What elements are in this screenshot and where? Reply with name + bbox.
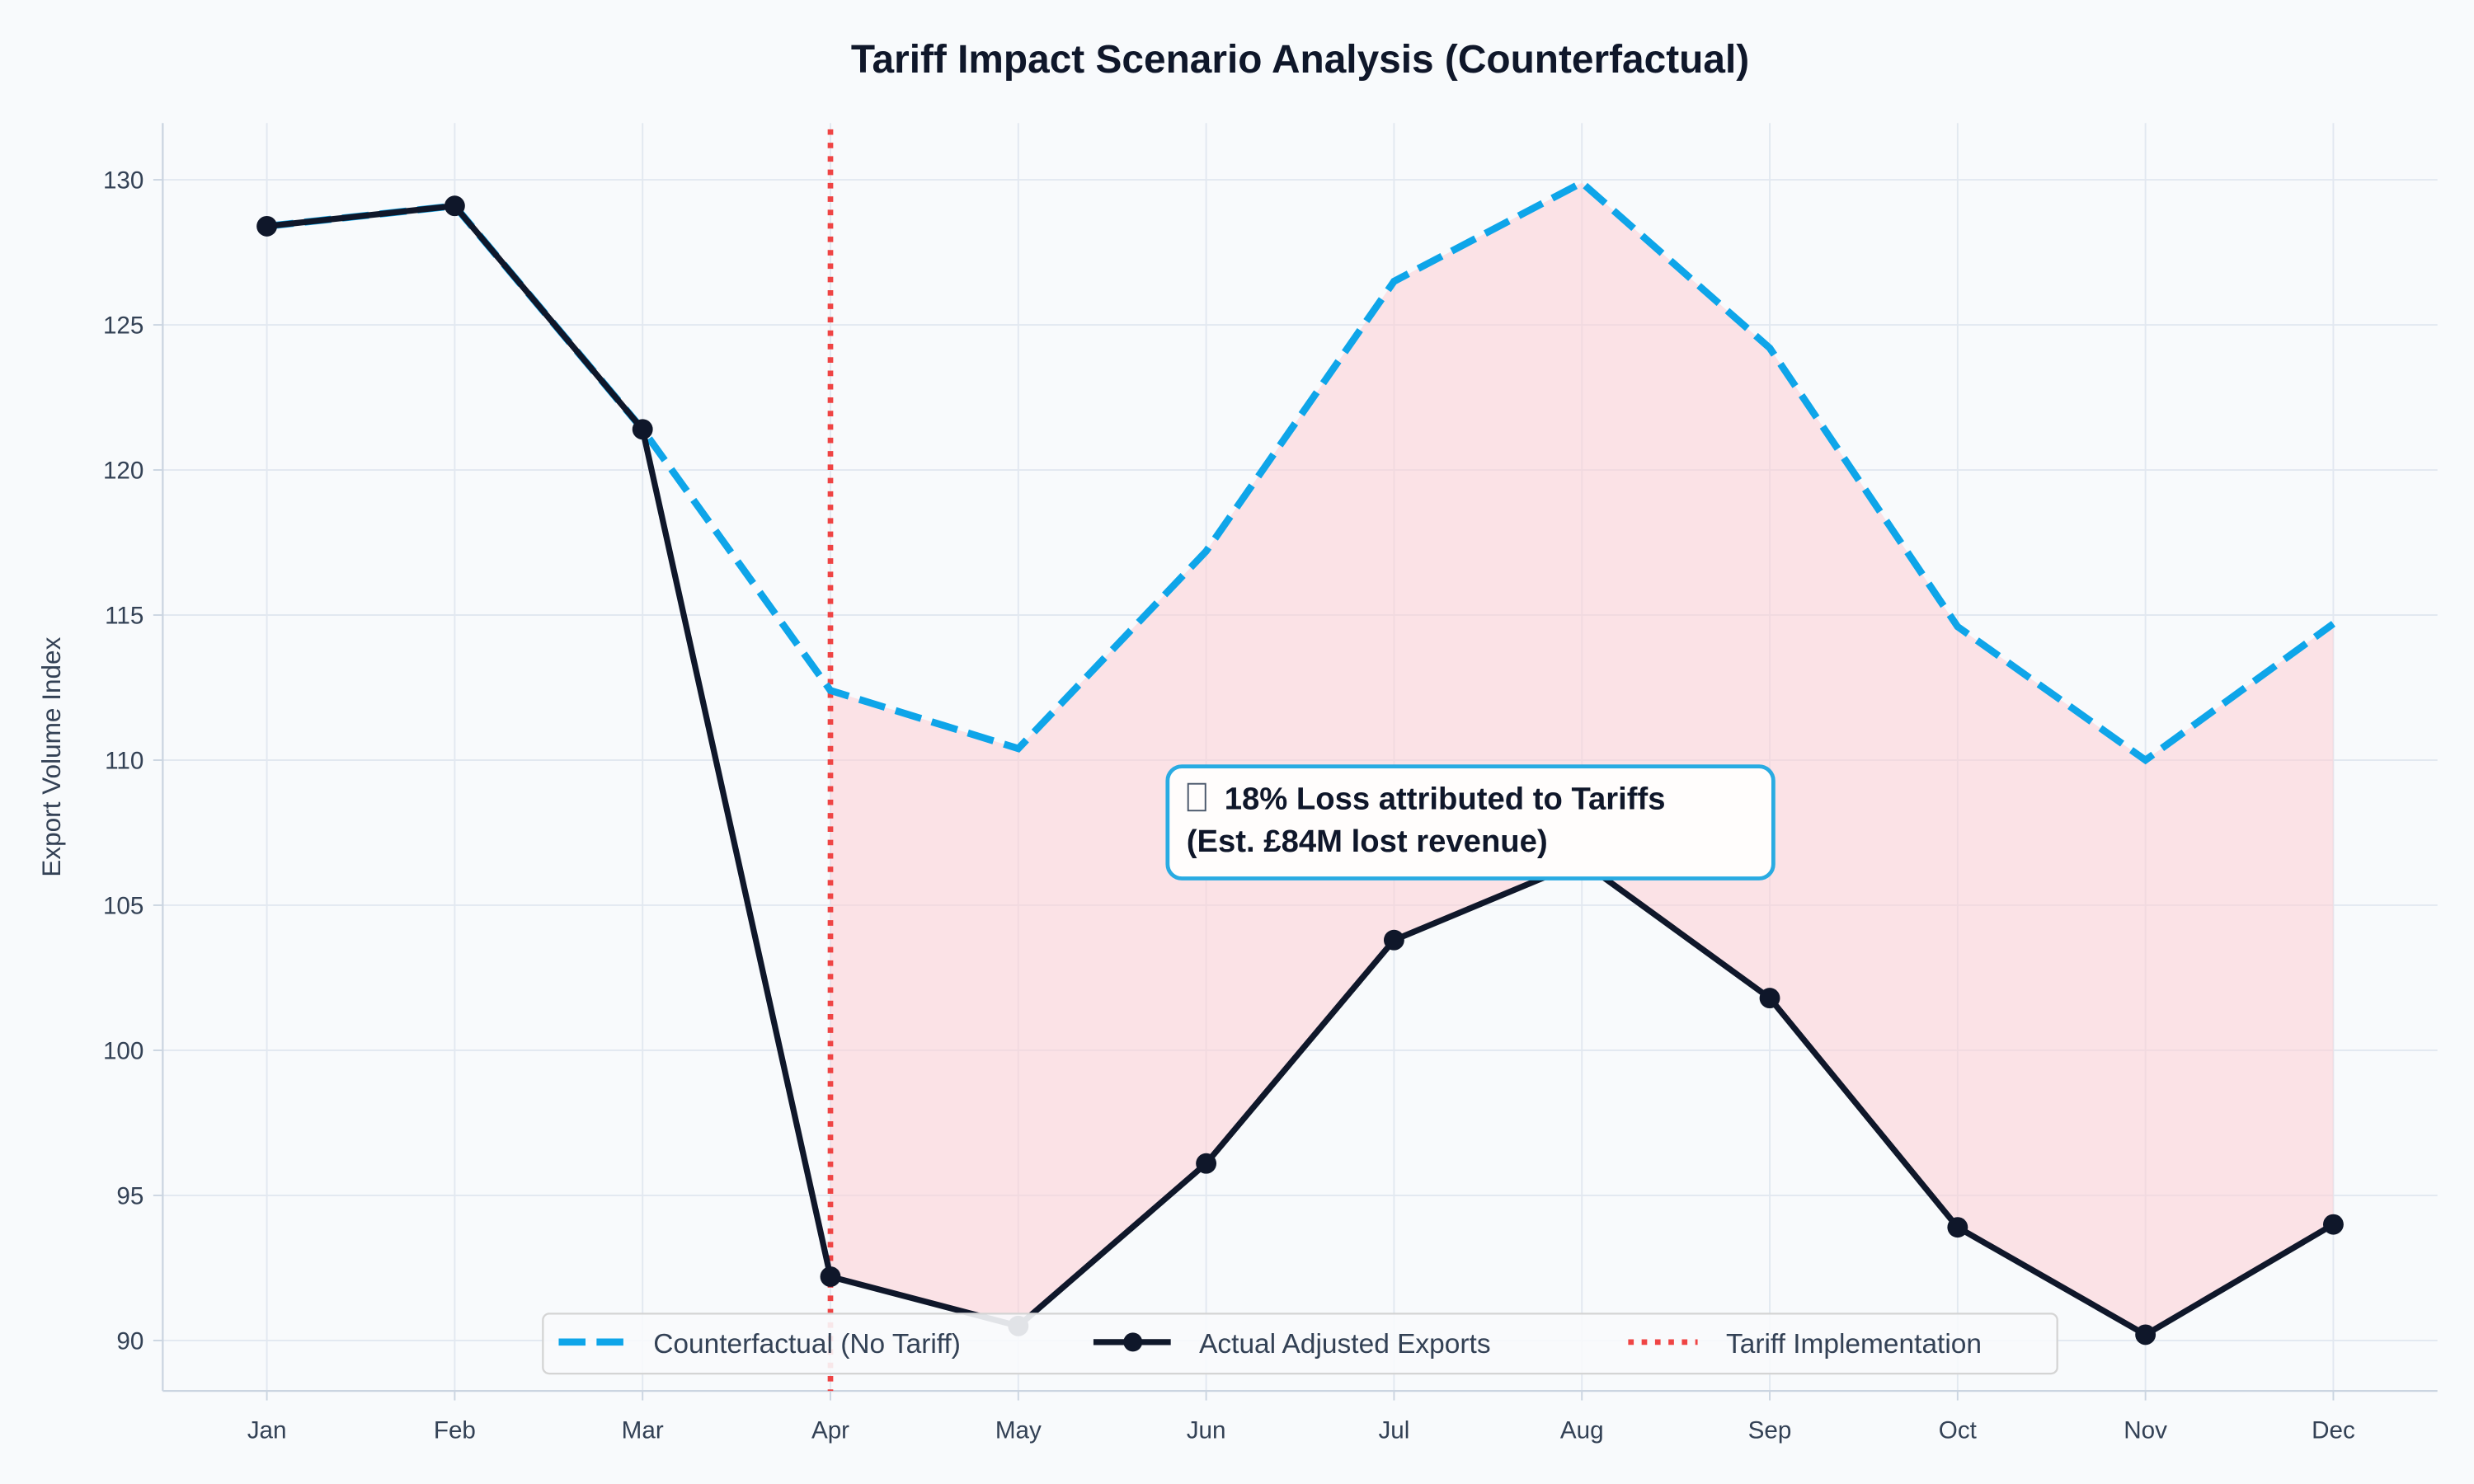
data-point-actual [2323, 1214, 2344, 1235]
legend-tariff-label: Tariff Implementation [1726, 1329, 1982, 1360]
legend: Counterfactual (No Tariff) Actual Adjust… [542, 1313, 2058, 1375]
annotation: 18% Loss attributed to Tariffs (Est. £84… [1165, 764, 1776, 881]
y-tick-label: 110 [105, 748, 143, 775]
series-actual-line [266, 202, 2335, 1339]
x-tick-label: Jun [1187, 1417, 1226, 1444]
y-tick-label: 125 [103, 312, 143, 340]
legend-actual-label: Actual Adjusted Exports [1199, 1329, 1490, 1360]
x-tick-label: Sep [1748, 1417, 1792, 1444]
loss-fill-area [830, 182, 2334, 1335]
data-point-actual [2135, 1324, 2157, 1345]
data-point-actual [1383, 929, 1404, 951]
missing-glyph-icon [1187, 782, 1206, 812]
y-axis-label: Export Volume Index [36, 636, 66, 876]
data-point-actual [1196, 1153, 1217, 1174]
x-tick-label: May [995, 1417, 1042, 1444]
x-tick-label: Mar [622, 1417, 664, 1444]
x-tick-label: Jul [1378, 1417, 1409, 1444]
x-tick-label: Nov [2124, 1417, 2167, 1444]
y-tick-label: 105 [103, 893, 143, 920]
data-point-actual [1947, 1217, 1968, 1238]
x-tick-label: Feb [434, 1417, 476, 1444]
x-tick-label: Jan [247, 1417, 287, 1444]
legend-box [542, 1313, 2058, 1375]
axes [162, 123, 2438, 1392]
y-tick-label: 120 [103, 458, 143, 485]
annotation-box [1165, 764, 1776, 881]
annotation-line1: 18% Loss attributed to Tariffs [1225, 781, 1666, 816]
x-ticks: Jan Feb Mar Apr May Jun Jul Aug Sep Oct Nov Dec [247, 1391, 2355, 1444]
data-point-actual [820, 1266, 841, 1287]
y-tick-label: 95 [116, 1182, 143, 1209]
data-point-actual [1759, 988, 1780, 1009]
x-tick-label: Oct [1939, 1417, 1978, 1444]
x-tick-label: Aug [1560, 1417, 1604, 1444]
y-tick-label: 115 [105, 603, 143, 630]
x-tick-label: Apr [811, 1417, 849, 1444]
y-tick-label: 90 [116, 1327, 143, 1355]
chart-title: Tariff Impact Scenario Analysis (Counter… [851, 38, 1749, 82]
annotation-line2: (Est. £84M lost revenue) [1187, 824, 1548, 859]
legend-counterfactual-label: Counterfactual (No Tariff) [653, 1329, 961, 1360]
y-tick-label: 100 [103, 1037, 143, 1064]
series-actual-markers [256, 195, 2344, 1345]
data-point-actual [256, 215, 278, 237]
y-tick-label: 130 [103, 167, 143, 195]
x-tick-label: Dec [2312, 1417, 2355, 1444]
y-ticks: 90 95 100 105 110 115 120 125 130 [103, 167, 163, 1355]
data-point-actual [444, 195, 465, 217]
data-point-actual [632, 419, 653, 440]
legend-actual-marker [1123, 1332, 1143, 1352]
